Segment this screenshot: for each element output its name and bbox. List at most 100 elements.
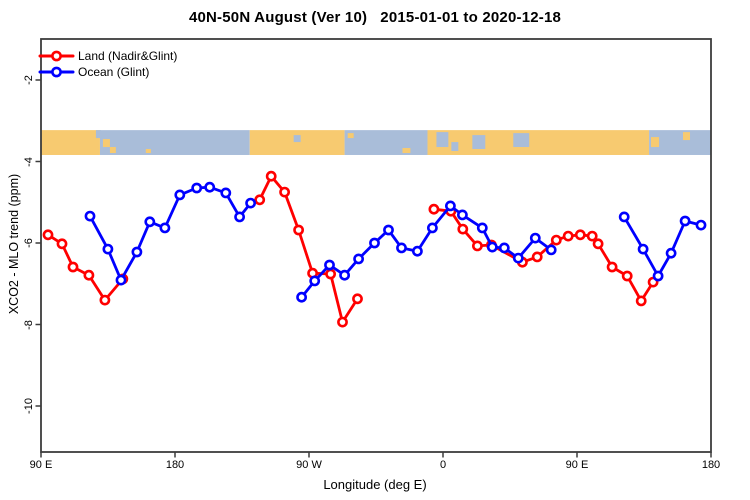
series-land-marker xyxy=(635,295,647,307)
series-land-marker xyxy=(550,234,562,246)
world-map-strip-segment xyxy=(99,130,250,155)
world-map-strip-patch xyxy=(109,147,116,153)
y-tick-label: -8 xyxy=(23,319,35,330)
x-tick-label: 90 E xyxy=(29,459,53,471)
x-tick-label: 0 xyxy=(439,459,447,471)
y-tick-label: -4 xyxy=(23,156,35,167)
series-ocean-marker xyxy=(396,242,407,254)
series-land-marker xyxy=(279,186,290,198)
world-map-strip-patch xyxy=(513,133,530,148)
world-map-strip-patch xyxy=(472,135,486,150)
x-tick-label: 90 E xyxy=(565,459,589,471)
series-ocean-marker xyxy=(369,237,380,249)
series-ocean-marker xyxy=(411,245,423,257)
series-land-marker xyxy=(83,269,95,281)
y-axis-label: XCO2 - MLO trend (ppm) xyxy=(7,173,21,315)
series-land-line xyxy=(432,207,655,303)
series-land-marker xyxy=(67,261,79,273)
world-map-strip-patch xyxy=(347,133,354,139)
series-ocean-marker xyxy=(486,241,498,253)
series-ocean-marker xyxy=(695,219,707,231)
series-ocean-marker xyxy=(204,181,216,193)
series-ocean-marker xyxy=(296,291,307,303)
world-map-strip-patch xyxy=(95,130,101,139)
world-map-strip-segment xyxy=(427,130,650,155)
series-ocean-marker xyxy=(234,211,245,223)
x-axis-label: Longitude (deg E) xyxy=(323,477,427,492)
series-ocean-marker xyxy=(159,222,171,234)
series-ocean-marker xyxy=(245,197,256,209)
world-map-strip-patch xyxy=(293,135,301,143)
legend-label-ocean: Ocean (Glint) xyxy=(78,65,150,79)
series-ocean-marker xyxy=(191,182,203,194)
series-land-marker xyxy=(562,230,574,242)
series-ocean-marker xyxy=(84,210,96,222)
world-map-strip-patch xyxy=(436,132,449,148)
chart-title: 40N-50N August (Ver 10) 2015-01-01 to 20… xyxy=(188,9,562,26)
series-ocean-marker xyxy=(115,274,127,286)
legend-marker-symbol xyxy=(51,50,62,62)
series-land-marker xyxy=(254,194,266,206)
y-tick-label: -2 xyxy=(23,75,35,85)
series-land-line xyxy=(258,174,359,324)
series-ocean-marker xyxy=(545,244,557,256)
series-land-marker xyxy=(586,230,598,242)
series-ocean-marker xyxy=(529,232,541,244)
series-land-marker xyxy=(621,270,633,282)
world-map-strip-patch xyxy=(650,137,660,148)
series-ocean-marker xyxy=(637,243,649,255)
world-map-strip-patch xyxy=(402,148,411,153)
y-tick-label: -10 xyxy=(23,398,35,414)
series-ocean-marker xyxy=(679,215,691,227)
series-land-marker xyxy=(56,238,68,250)
x-tick-label: 180 xyxy=(165,459,185,471)
series-ocean-marker xyxy=(498,242,510,254)
series-ocean-marker xyxy=(339,269,350,281)
series-ocean-marker xyxy=(220,187,232,199)
series-land-marker xyxy=(428,203,440,215)
series-ocean-marker xyxy=(309,275,321,287)
series-land-marker xyxy=(265,170,277,182)
series-ocean-line xyxy=(622,215,703,278)
y-tick-label: -6 xyxy=(23,238,35,248)
world-map-strip-patch xyxy=(683,132,691,141)
series-ocean-marker xyxy=(476,222,488,234)
series-ocean-line xyxy=(300,204,553,299)
series-land-marker xyxy=(592,238,604,250)
series-ocean-marker xyxy=(353,253,364,265)
world-map-strip-patch xyxy=(145,149,151,153)
series-ocean-marker xyxy=(444,200,456,212)
series-ocean-marker xyxy=(652,270,664,282)
series-ocean-marker xyxy=(383,224,394,236)
world-map-strip-segment xyxy=(649,130,711,155)
series-ocean-marker xyxy=(456,209,468,221)
series-land-marker xyxy=(99,294,111,306)
series-ocean-marker xyxy=(324,259,335,271)
series-ocean-marker xyxy=(665,247,677,259)
world-map-strip-patch xyxy=(451,142,459,152)
series-ocean-marker xyxy=(102,243,114,255)
series-land-marker xyxy=(293,224,304,236)
x-tick-label: 90 W xyxy=(296,459,322,471)
series-land-marker xyxy=(325,268,336,280)
series-land-marker xyxy=(42,229,54,241)
plot-border xyxy=(40,38,712,453)
series-ocean-marker xyxy=(174,189,186,201)
series-land-marker xyxy=(606,261,618,273)
world-map-strip-segment xyxy=(41,130,100,155)
world-map-strip-segment xyxy=(249,130,345,155)
legend-label-land: Land (Nadir&Glint) xyxy=(78,49,178,63)
x-tick-label: 180 xyxy=(701,459,721,471)
series-ocean-marker xyxy=(512,252,524,264)
series-ocean-marker xyxy=(618,211,630,223)
series-land-marker xyxy=(457,223,469,235)
series-land-marker xyxy=(471,240,483,252)
series-land-marker xyxy=(337,316,348,328)
legend-marker-symbol xyxy=(51,66,62,78)
world-map-strip-segment xyxy=(344,130,428,155)
series-ocean-marker xyxy=(144,216,156,228)
world-map-strip-patch xyxy=(102,139,110,148)
series-land-marker xyxy=(352,293,363,305)
